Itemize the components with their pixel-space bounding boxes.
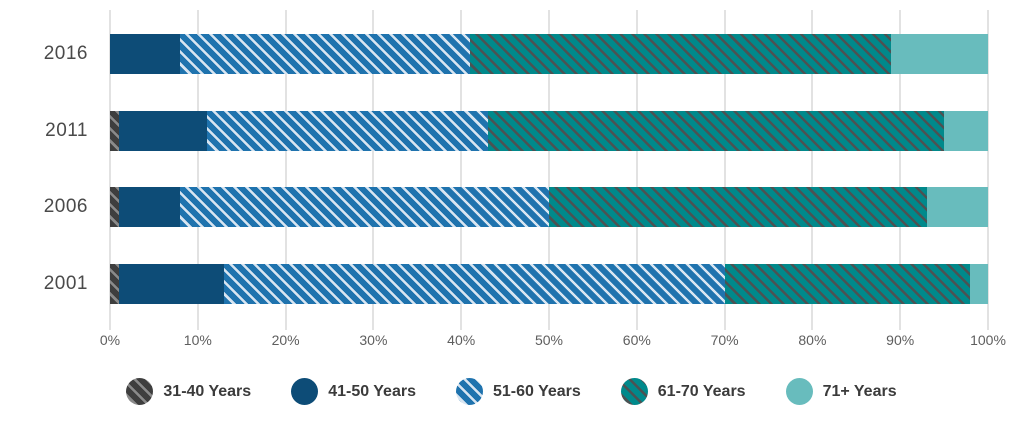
gridline: [460, 10, 463, 330]
legend-swatch-icon: [455, 378, 483, 405]
x-tick-label: 70%: [710, 332, 739, 348]
bar-segment-2011-31-40-years[interactable]: [110, 111, 119, 151]
x-tick-label: 100%: [970, 332, 1006, 348]
bar-segment-2006-71+-years[interactable]: [926, 187, 988, 227]
bar-row-2011: [110, 111, 988, 151]
bar-segment-2016-61-70-years[interactable]: [469, 34, 892, 74]
x-tick-label: 30%: [359, 332, 388, 348]
x-tick-label: 60%: [622, 332, 651, 348]
plot-area: [109, 10, 989, 330]
bar-row-2016: [110, 34, 988, 74]
gridline: [548, 10, 550, 330]
x-tick-label: 10%: [183, 332, 212, 348]
category-label-2001: 2001: [43, 273, 88, 294]
gridline: [109, 10, 111, 330]
legend-swatch-icon: [126, 378, 154, 405]
bar-row-2006: [110, 187, 988, 227]
bar-segment-2006-51-60-years[interactable]: [180, 187, 549, 227]
legend-swatch-icon: [785, 378, 813, 405]
gridline: [899, 10, 902, 330]
category-label-2006: 2006: [43, 196, 88, 217]
bar-segment-2016-71+-years[interactable]: [891, 34, 988, 74]
legend-swatch-icon: [291, 378, 319, 405]
bar-segment-2001-31-40-years[interactable]: [110, 264, 119, 304]
bar-segment-2001-41-50-years[interactable]: [118, 264, 225, 304]
category-label-2016: 2016: [43, 43, 88, 64]
bar-segment-2001-61-70-years[interactable]: [724, 264, 971, 304]
gridline: [196, 10, 199, 330]
legend-item-31-40-years[interactable]: 31-40 Years: [126, 378, 251, 405]
bar-segment-2006-41-50-years[interactable]: [118, 187, 181, 227]
bar-segment-2016-51-60-years[interactable]: [180, 34, 470, 74]
x-tick-label: 90%: [886, 332, 915, 348]
x-tick-label: 0%: [99, 332, 121, 348]
legend-label: 71+ Years: [822, 382, 897, 400]
bar-segment-2011-51-60-years[interactable]: [206, 111, 488, 151]
legend-label: 41-50 Years: [328, 382, 416, 400]
bar-segment-2006-31-40-years[interactable]: [110, 187, 119, 227]
legend-item-71+-years[interactable]: 71+ Years: [785, 378, 897, 405]
category-label-2011: 2011: [45, 120, 88, 141]
x-tick-label: 80%: [798, 332, 827, 348]
legend-swatch-icon: [620, 378, 648, 405]
bar-row-2001: [110, 264, 988, 304]
gridline: [635, 10, 638, 330]
legend-item-41-50-years[interactable]: 41-50 Years: [291, 378, 416, 405]
bar-segment-2011-41-50-years[interactable]: [118, 111, 207, 151]
x-tick-label: 20%: [271, 332, 300, 348]
bar-segment-2001-71+-years[interactable]: [970, 264, 988, 304]
x-tick-label: 50%: [534, 332, 564, 348]
gridline: [723, 10, 726, 330]
bar-segment-2011-71+-years[interactable]: [944, 111, 988, 151]
bar-segment-2001-51-60-years[interactable]: [224, 264, 725, 304]
legend-label: 51-60 Years: [492, 382, 581, 400]
legend-item-61-70-years[interactable]: 61-70 Years: [620, 378, 746, 405]
bar-segment-2016-41-50-years[interactable]: [110, 34, 181, 74]
legend-item-51-60-years[interactable]: 51-60 Years: [455, 378, 581, 405]
gridline: [284, 10, 287, 330]
bar-segment-2006-61-70-years[interactable]: [548, 187, 927, 227]
gridline: [811, 10, 814, 330]
gridline: [372, 10, 375, 330]
legend-label: 61-70 Years: [657, 382, 746, 400]
x-tick-label: 40%: [447, 332, 476, 348]
bar-segment-2011-61-70-years[interactable]: [487, 111, 945, 151]
legend: 31-40 Years 41-50 Years 51-60 Years 61-70 Y…: [0, 378, 1023, 405]
gridline: [987, 10, 989, 330]
legend-label: 31-40 Years: [163, 382, 252, 400]
